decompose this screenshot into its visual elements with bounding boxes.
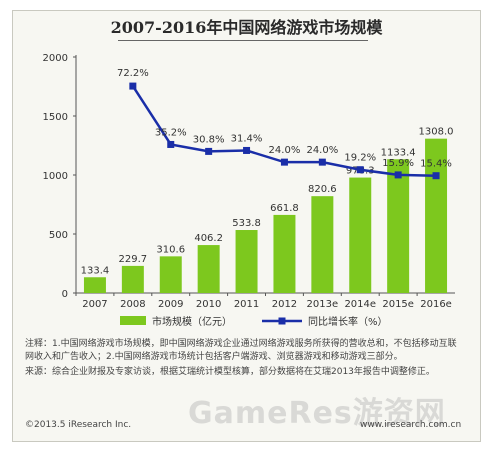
growth-rate-label: 24.0%: [306, 145, 338, 156]
bar: [311, 196, 334, 293]
x-tick-label: 2011: [234, 299, 259, 310]
bar-value-label: 1308.0: [419, 127, 454, 138]
note-text: 注释：1.中国网络游戏市场规模，即中国网络游戏企业通过网络游戏服务所获得的营收总…: [25, 339, 457, 362]
legend-bar-label: 市场规模（亿元）: [152, 315, 232, 328]
x-tick-label: 2012: [272, 299, 297, 310]
y-tick-label: 500: [49, 230, 68, 241]
watermark: GameRes游资网: [188, 396, 446, 431]
x-tick-label: 2015e: [382, 299, 414, 310]
copyright-text: ©2013.5 iResearch Inc.: [25, 420, 132, 430]
growth-rate-marker: [432, 172, 440, 180]
legend-line-marker: [278, 317, 286, 325]
legend-line-label: 同比增长率（%）: [308, 315, 388, 328]
bar-value-label: 406.2: [194, 233, 223, 244]
y-tick-label: 2000: [43, 53, 68, 64]
growth-rate-marker: [318, 158, 326, 166]
x-tick-label: 2013e: [307, 299, 339, 310]
growth-rate-marker: [280, 158, 288, 166]
growth-rate-label: 24.0%: [269, 145, 301, 156]
bar: [83, 277, 106, 293]
bar-value-label: 533.8: [232, 218, 261, 229]
source-text: 来源：综合企业财报及专家访谈，根据艾瑞统计模型核算，部分数据将在艾瑞2013年报…: [25, 367, 435, 377]
x-tick-label: 2016e: [420, 299, 452, 310]
bar: [349, 177, 372, 293]
growth-rate-label: 30.8%: [193, 134, 225, 145]
x-tick-label: 2009: [158, 299, 183, 310]
growth-rate-marker: [167, 140, 175, 148]
bar: [425, 138, 448, 293]
website-text: www.iresearch.com.cn: [360, 420, 462, 430]
growth-rate-marker: [243, 146, 251, 154]
bar-value-label: 229.7: [119, 254, 148, 265]
y-tick-label: 0: [62, 289, 68, 300]
bar: [387, 159, 410, 293]
y-tick-label: 1000: [43, 171, 68, 182]
x-tick-label: 2014e: [344, 299, 376, 310]
x-tick-label: 2008: [120, 299, 145, 310]
legend-bar-swatch: [120, 316, 146, 325]
growth-rate-label: 72.2%: [117, 68, 149, 79]
bar: [273, 214, 296, 293]
x-tick-label: 2007: [82, 299, 107, 310]
title-underline: [118, 40, 368, 41]
growth-rate-marker: [129, 82, 137, 90]
bar-value-label: 661.8: [270, 203, 299, 214]
bar-value-label: 1133.4: [381, 147, 416, 158]
bar-value-label: 820.6: [308, 184, 337, 195]
growth-rate-label: 15.4%: [420, 159, 452, 170]
growth-rate-label: 31.4%: [231, 133, 263, 144]
bar: [121, 265, 144, 293]
bar-value-label: 133.4: [81, 265, 110, 276]
growth-rate-label: 19.2%: [344, 153, 376, 164]
growth-rate-label: 15.9%: [382, 158, 414, 169]
x-tick-label: 2010: [196, 299, 221, 310]
bar: [235, 230, 258, 293]
growth-rate-marker: [394, 171, 402, 179]
growth-rate-marker: [205, 147, 213, 155]
growth-rate-label: 35.2%: [155, 127, 187, 138]
growth-rate-marker: [356, 166, 364, 174]
bar: [197, 245, 220, 293]
bar: [159, 256, 182, 293]
chart-canvas: 0 500 1000 1500 2000 133.4 229.7 310.6 406.2 533.…: [43, 53, 455, 328]
bar-value-label: 310.6: [156, 244, 185, 255]
y-tick-label: 1500: [43, 112, 68, 123]
chart-title: 2007-2016年中国网络游戏市场规模: [110, 18, 383, 37]
notes-block: 注释：1.中国网络游戏市场规模，即中国网络游戏企业通过网络游戏服务所获得的营收总…: [25, 338, 465, 381]
